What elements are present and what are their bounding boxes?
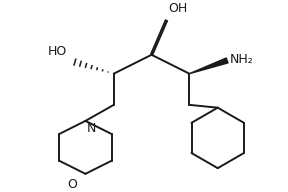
Text: NH₂: NH₂	[230, 53, 254, 66]
Text: HO: HO	[48, 45, 67, 58]
Polygon shape	[189, 58, 228, 74]
Text: OH: OH	[168, 2, 188, 15]
Text: O: O	[67, 178, 77, 191]
Text: N: N	[86, 122, 96, 135]
